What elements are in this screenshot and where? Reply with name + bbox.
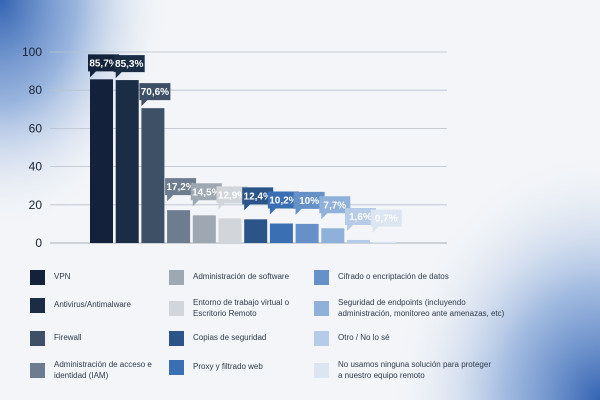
legend-item-iam: Administración de acceso e identidad (IA… <box>30 360 152 381</box>
legend-item-backup: Copias de seguridad <box>169 331 266 346</box>
legend-swatch <box>30 363 45 378</box>
bar <box>372 241 396 243</box>
legend-label: Antivirus/Antimalware <box>54 300 131 310</box>
data-label-callout: 12,4% <box>242 187 274 211</box>
legend-label: No usamos ninguna solución para proteger… <box>338 360 491 380</box>
legend-swatch <box>314 363 329 378</box>
data-label-callout: 85,7% <box>88 54 119 78</box>
legend-label: Otro / No lo sé <box>338 333 390 343</box>
bar <box>167 210 191 243</box>
callout-box <box>165 178 197 202</box>
data-label: 85,3% <box>115 59 143 70</box>
legend-swatch <box>314 301 329 316</box>
legend-swatch <box>169 270 184 285</box>
legend-swatch <box>314 270 329 285</box>
chart-bars <box>90 79 396 244</box>
data-label: 12,9% <box>218 190 246 201</box>
y-axis: 0 20 40 60 80 100 <box>22 45 42 250</box>
data-label-callout: 10,2% <box>267 191 299 215</box>
legend-swatch <box>30 270 45 285</box>
legend-label: Seguridad de endpoints (incluyendo admin… <box>338 298 505 318</box>
legend-label: Firewall <box>54 333 82 343</box>
legend-item-vpn: VPN <box>30 270 70 285</box>
callout-box <box>216 186 248 210</box>
data-label: 17,2% <box>166 182 194 193</box>
legend-item-remote-desktop: Entorno de trabajo virtual o Escritorio … <box>169 298 289 319</box>
data-label: 85,7% <box>89 58 117 69</box>
data-label: 1,6% <box>349 212 372 223</box>
callout-box <box>267 191 299 215</box>
data-label-callout: 0,7% <box>370 209 402 233</box>
y-tick-label: 40 <box>29 160 43 174</box>
callout-box <box>190 183 222 207</box>
legend-label: VPN <box>54 272 71 282</box>
callout-box <box>88 54 119 78</box>
callout-box <box>370 209 402 233</box>
chart-legend: VPN Antivirus/Antimalware Firewall Admin… <box>0 258 600 400</box>
data-label: 10,2% <box>269 196 297 207</box>
data-label: 0,7% <box>375 214 398 225</box>
bar <box>244 219 268 243</box>
legend-item-software: Administración de software <box>169 270 289 285</box>
callout-box <box>113 55 145 79</box>
data-labels: 85,7%85,3% 70,6% 17,2%14,5%12,9%12,4%10,2%… <box>88 54 402 233</box>
data-label-callout: 10% <box>293 191 325 215</box>
bar <box>321 228 345 243</box>
legend-item-other: Otro / No lo sé <box>314 331 390 346</box>
bar <box>115 80 139 244</box>
bar <box>295 223 319 243</box>
y-tick-label: 60 <box>29 121 43 135</box>
legend-swatch <box>169 331 184 346</box>
data-label: 70,6% <box>141 87 169 98</box>
y-tick-label: 80 <box>29 83 43 97</box>
legend-swatch <box>169 301 184 316</box>
data-label-callout: 14,5% <box>190 183 222 207</box>
legend-swatch <box>30 298 45 313</box>
legend-item-antivirus: Antivirus/Antimalware <box>30 298 131 313</box>
y-tick-label: 100 <box>22 45 42 59</box>
y-tick-label: 0 <box>35 236 42 250</box>
y-tick-label: 20 <box>29 198 43 212</box>
callout-box <box>319 196 351 220</box>
data-label: 10% <box>299 196 319 207</box>
data-label-callout: 12,9% <box>216 186 248 210</box>
bar <box>90 79 113 243</box>
bar <box>218 218 242 243</box>
legend-label: Administración de software <box>193 272 290 282</box>
legend-swatch <box>314 331 329 346</box>
legend-label: Proxy y filtrado web <box>193 362 263 372</box>
legend-item-encryption: Cifrado o encriptación de datos <box>314 270 449 285</box>
data-label-callout: 1,6% <box>345 207 376 231</box>
data-label: 14,5% <box>192 187 220 198</box>
legend-item-firewall: Firewall <box>30 331 82 346</box>
bar <box>141 108 165 244</box>
callout-box <box>242 187 274 211</box>
legend-item-none: No usamos ninguna solución para proteger… <box>314 360 491 381</box>
data-label-callout: 17,2% <box>165 178 197 202</box>
data-label: 12,4% <box>244 191 272 202</box>
legend-label: Cifrado o encriptación de datos <box>338 272 449 282</box>
legend-label: Copias de seguridad <box>193 333 267 343</box>
data-label: 7,7% <box>323 200 346 211</box>
bar <box>192 215 216 243</box>
legend-label: Entorno de trabajo virtual o Escritorio … <box>193 298 290 318</box>
data-label-callout: 70,6% <box>139 83 171 107</box>
legend-swatch <box>169 360 184 375</box>
callout-box <box>293 191 325 215</box>
legend-item-endpoints: Seguridad de endpoints (incluyendo admin… <box>314 298 504 319</box>
bar <box>269 223 293 243</box>
legend-item-proxy: Proxy y filtrado web <box>169 360 263 375</box>
legend-label: Administración de acceso e identidad (IA… <box>54 360 152 380</box>
callout-box <box>139 83 171 107</box>
legend-swatch <box>30 331 45 346</box>
data-label-callout: 85,3% <box>113 55 145 79</box>
callout-box <box>345 207 376 231</box>
data-label-callout: 7,7% <box>319 196 351 220</box>
bar <box>347 239 370 243</box>
